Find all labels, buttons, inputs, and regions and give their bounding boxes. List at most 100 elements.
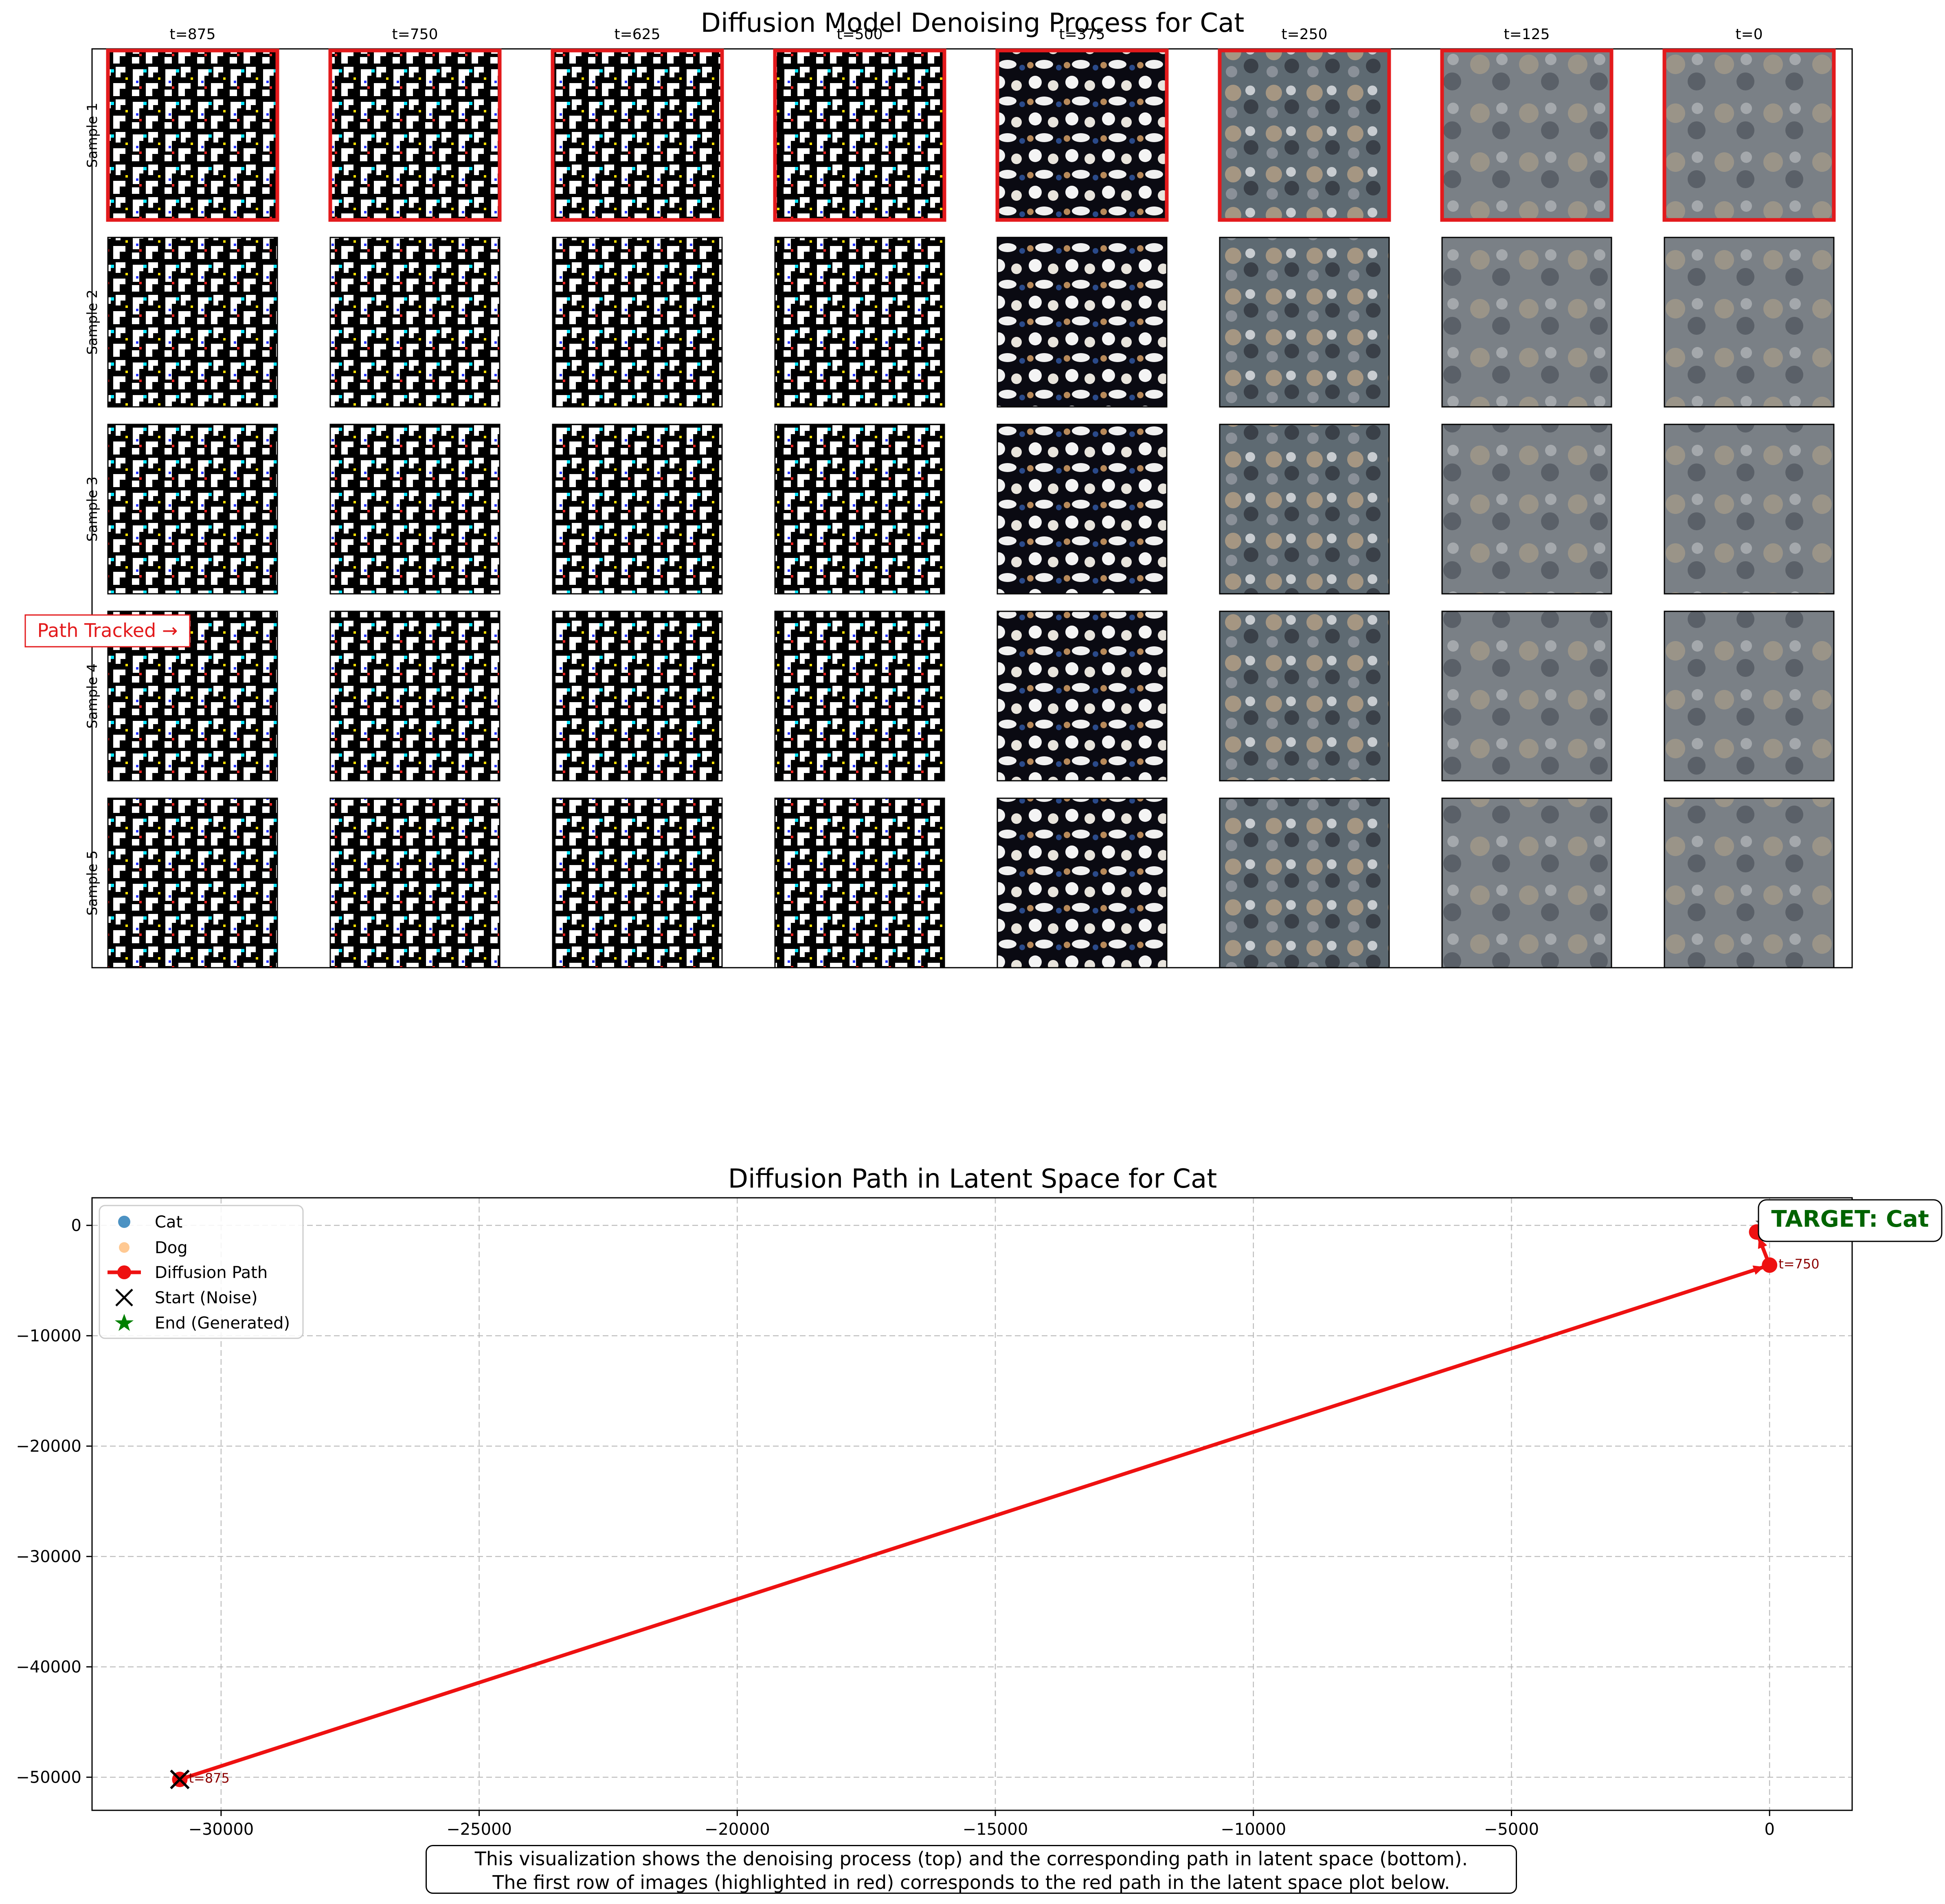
image-tile (106, 48, 279, 222)
x-axis-ticks: −30000 −25000 −20000 −15000 −10000 −5000 0 (188, 1810, 1775, 1839)
image-tile (107, 237, 278, 408)
x-tick-label: −15000 (963, 1820, 1028, 1839)
image-tile (1441, 424, 1612, 595)
image-tile (774, 424, 945, 595)
image-tile (329, 797, 501, 968)
legend-label-end: End (Generated) (155, 1314, 290, 1333)
path-tracked-label: Path Tracked → (37, 619, 178, 641)
image-tile (552, 611, 723, 782)
scatter-title: Diffusion Path in Latent Space for Cat (728, 1164, 1217, 1194)
image-tile (774, 797, 945, 968)
path-segment (178, 1263, 1772, 1781)
column-label: t=750 (392, 26, 438, 43)
image-tile (551, 48, 724, 222)
image-tile (774, 611, 945, 782)
x-tick-label: −25000 (446, 1820, 512, 1839)
image-tile (1441, 611, 1612, 782)
grid-frame (91, 48, 1853, 968)
row-label: Sample 1 (84, 103, 101, 168)
x-tick-label: −5000 (1484, 1820, 1539, 1839)
image-tile (552, 424, 723, 595)
image-tile (1664, 237, 1835, 408)
end-star-marker (115, 1314, 134, 1331)
x-tick-label: 0 (1764, 1820, 1774, 1839)
start-marker (170, 1769, 190, 1790)
legend-label-start: Start (Noise) (155, 1289, 258, 1307)
path-tracked-annotation: Path Tracked → (24, 614, 191, 648)
row-label: Sample 5 (84, 850, 101, 916)
legend-item-diffusion-path: Diffusion Path (108, 1263, 268, 1282)
image-tile (997, 237, 1168, 408)
legend-label-cat: Cat (155, 1213, 182, 1232)
legend-item-start: Start (Noise) (115, 1289, 258, 1307)
start-x-marker (115, 1289, 133, 1307)
image-tile (107, 424, 278, 595)
image-tile (1219, 237, 1390, 408)
x-tick-label: −20000 (705, 1820, 770, 1839)
image-tile (1662, 48, 1836, 222)
legend-item-dog: Dog (119, 1239, 188, 1257)
x-tick-label: −30000 (188, 1820, 254, 1839)
row-labels: Sample 1 Sample 2 Sample 3 Sample 4 Sample 5 (84, 103, 101, 916)
legend-label-diffusion-path: Diffusion Path (155, 1263, 268, 1282)
target-annotation: TARGET: Cat (1758, 1199, 1943, 1242)
caption-box: This visualization shows the denoising p… (426, 1845, 1517, 1894)
row-label: Sample 2 (84, 290, 101, 355)
gridlines (92, 1198, 1852, 1810)
image-tile (997, 424, 1168, 595)
image-tile (552, 237, 723, 408)
column-label: t=625 (615, 26, 661, 43)
image-tile (997, 797, 1168, 968)
image-tile (997, 611, 1168, 782)
image-tile (1219, 611, 1390, 782)
plot-frame (91, 1197, 1853, 1811)
image-tile (1664, 424, 1835, 595)
column-label: t=875 (170, 26, 216, 43)
image-tile (1664, 611, 1835, 782)
grid-title: Diffusion Model Denoising Process for Ca… (701, 8, 1245, 38)
column-label: t=0 (1735, 26, 1763, 43)
caption-line-1: This visualization shows the denoising p… (474, 1848, 1468, 1870)
image-tile (1219, 797, 1390, 968)
target-label: TARGET: Cat (1771, 1206, 1929, 1232)
image-tile (329, 611, 501, 782)
image-tile (1219, 424, 1390, 595)
cat-marker (118, 1216, 130, 1228)
image-tile (774, 237, 945, 408)
x-tick-label: −10000 (1221, 1820, 1286, 1839)
legend-label-dog: Dog (155, 1239, 188, 1257)
path-arrowhead (1752, 1265, 1764, 1275)
path-marker (117, 1265, 131, 1279)
column-label: t=250 (1282, 26, 1328, 43)
image-tile (1440, 48, 1614, 222)
y-tick-label: 0 (71, 1217, 81, 1235)
column-label: t=500 (837, 26, 883, 43)
legend-item-cat: Cat (118, 1213, 182, 1232)
image-tile (1218, 48, 1391, 222)
point-label: t=875 (189, 1770, 229, 1786)
y-axis-ticks: 0 −10000 −20000 −30000 −40000 −50000 (16, 1217, 92, 1787)
path-point (1762, 1257, 1778, 1273)
image-tile (107, 797, 278, 968)
y-tick-label: −50000 (16, 1768, 81, 1787)
caption-line-2: The first row of images (highlighted in … (492, 1871, 1450, 1893)
image-tile (995, 48, 1169, 222)
image-grid (106, 48, 1836, 968)
row-label: Sample 4 (84, 663, 101, 729)
legend: Cat Dog Diffusion Path Start (Noise) End… (99, 1205, 304, 1339)
y-tick-label: −30000 (16, 1548, 81, 1566)
column-label: t=125 (1504, 26, 1550, 43)
image-tile (1441, 237, 1612, 408)
dog-marker (119, 1242, 130, 1253)
image-tile (328, 48, 502, 222)
image-tile (329, 237, 501, 408)
column-label: t=375 (1059, 26, 1105, 43)
y-tick-label: −10000 (16, 1327, 81, 1346)
image-tile (1664, 797, 1835, 968)
y-tick-label: −20000 (16, 1437, 81, 1456)
row-label: Sample 3 (84, 477, 101, 542)
path-arrowhead (1758, 1237, 1767, 1249)
point-label: t=750 (1778, 1256, 1819, 1272)
y-tick-label: −40000 (16, 1658, 81, 1677)
